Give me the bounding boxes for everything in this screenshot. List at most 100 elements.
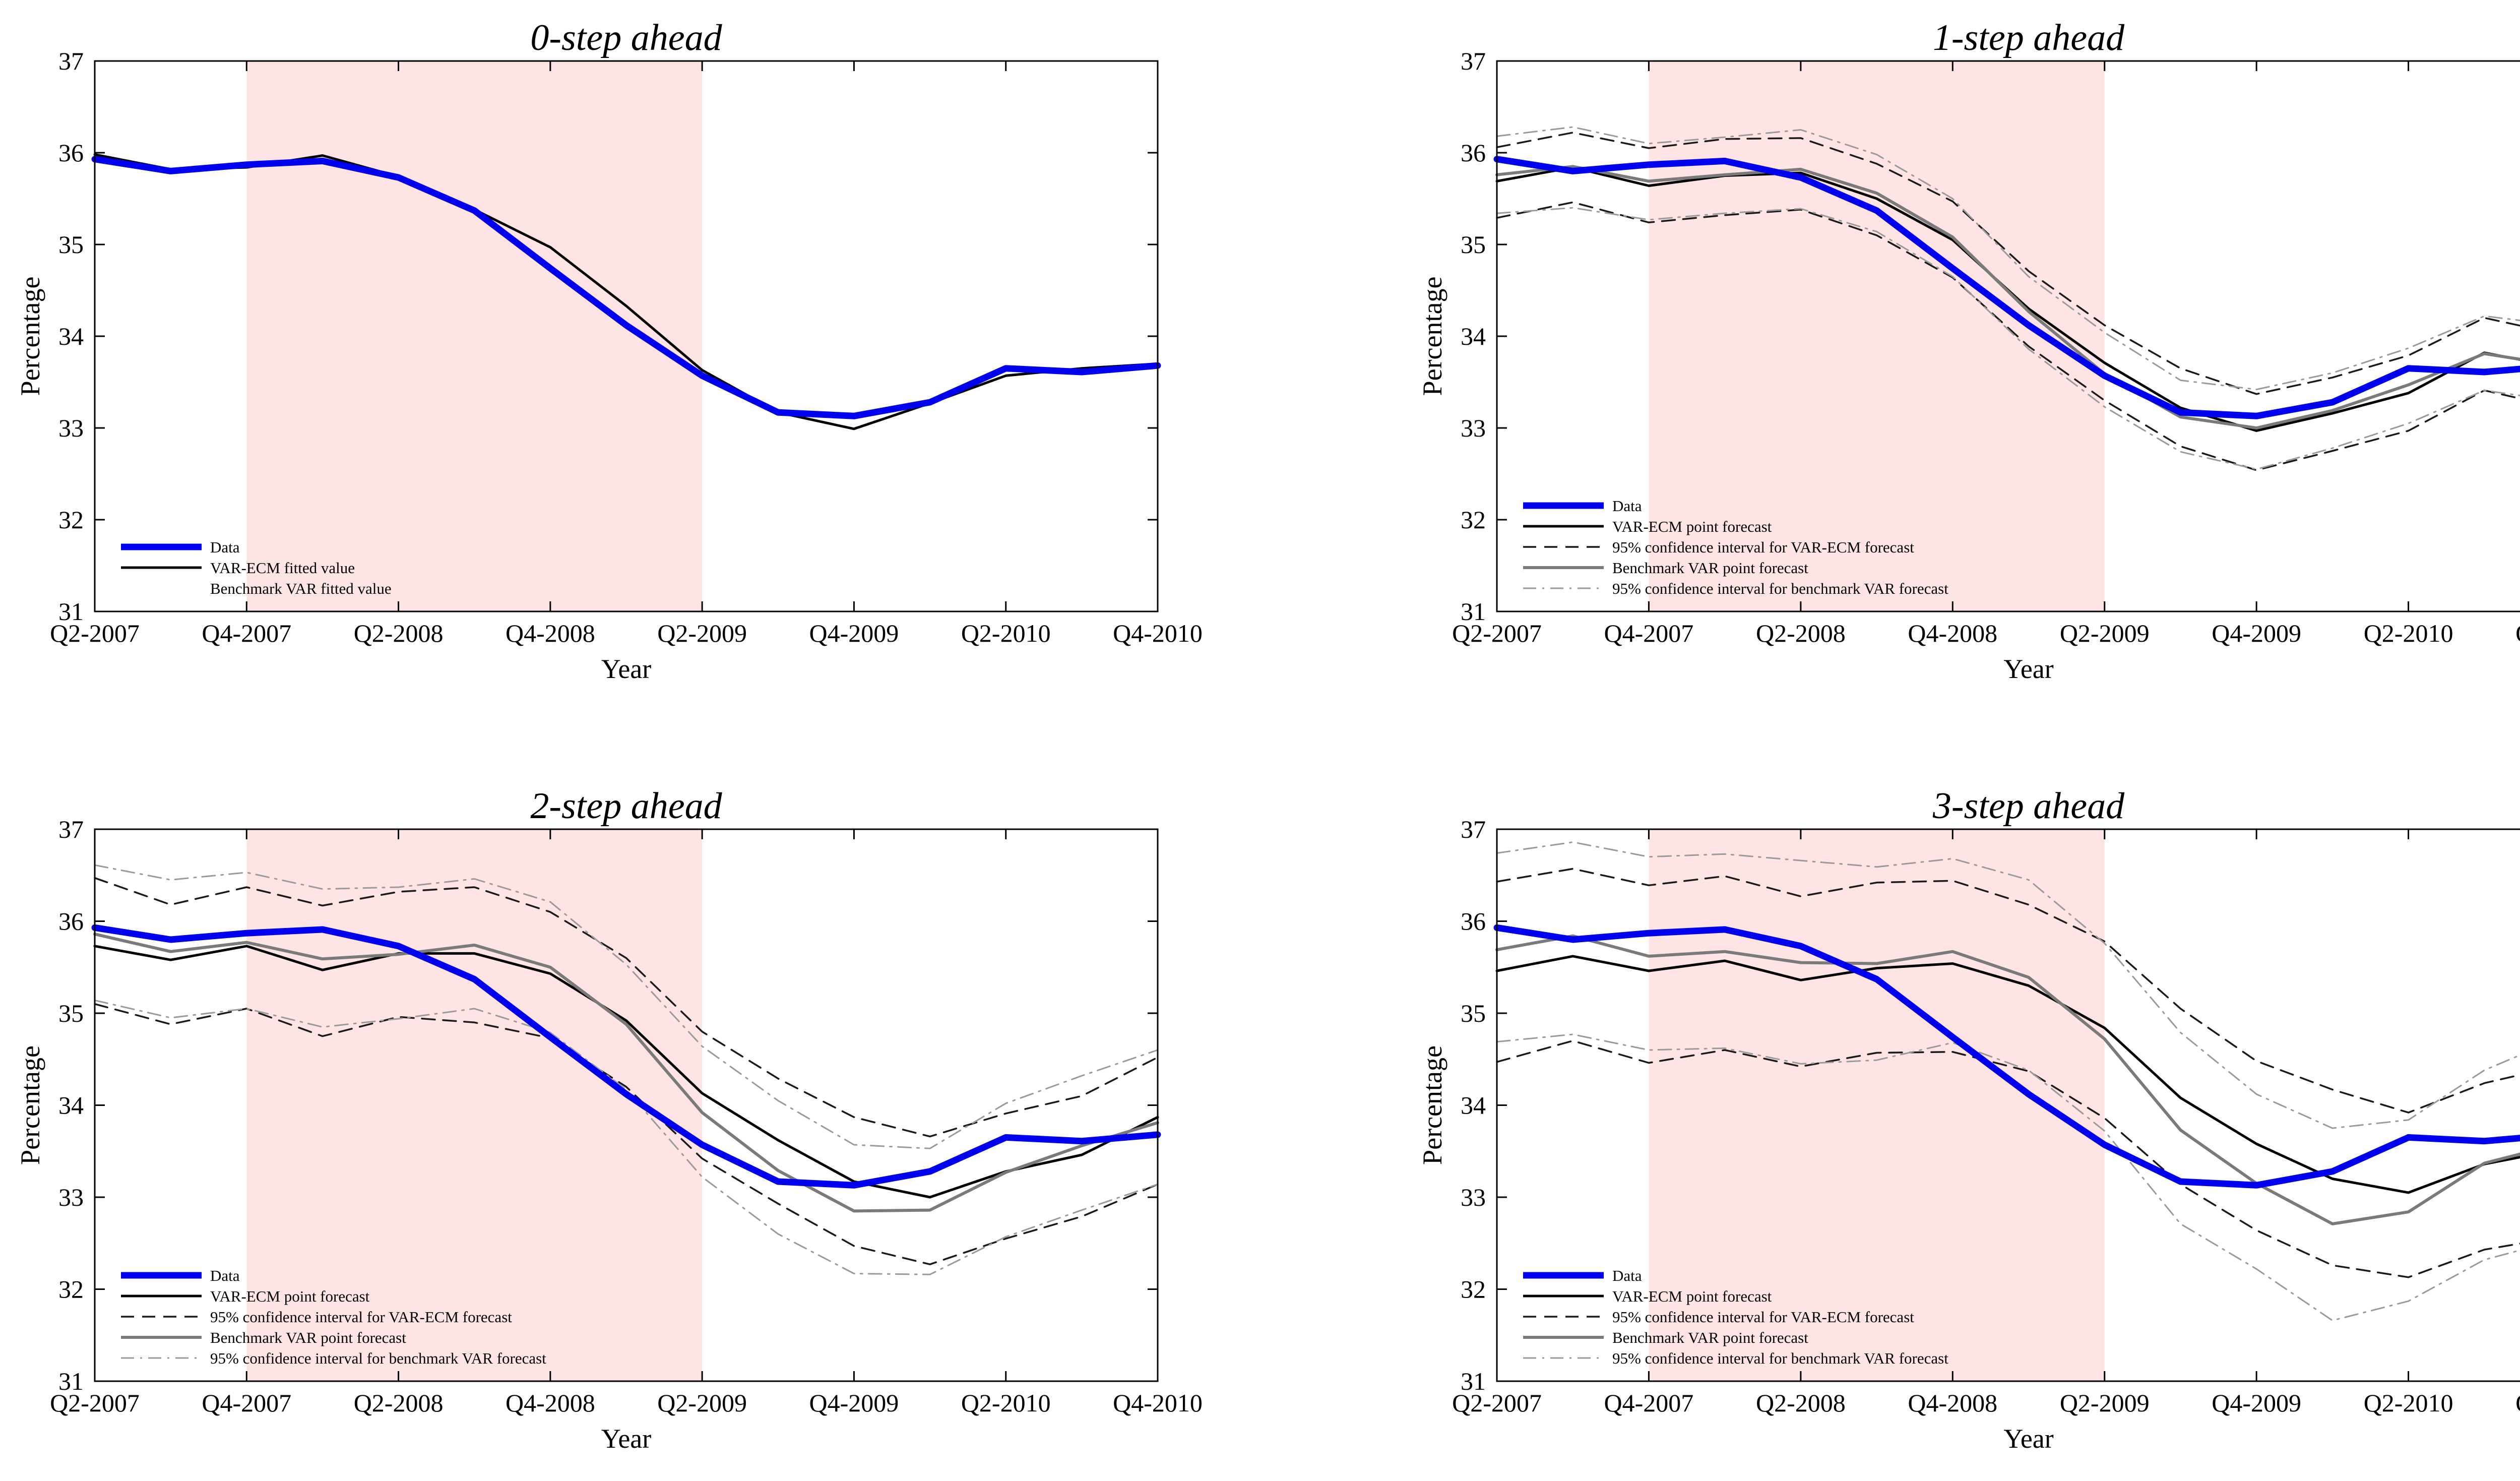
x-tick-label: Q2-2009	[2060, 1389, 2150, 1417]
x-tick-label: Q4-2009	[809, 619, 899, 647]
x-tick-label: Q4-2008	[506, 619, 595, 647]
y-tick-label: 32	[1461, 1275, 1486, 1304]
series-line-data-0	[1493, 924, 2520, 1189]
y-tick-label: 32	[58, 506, 84, 534]
series-line-ecm-1	[1495, 955, 2520, 1194]
y-tick-label: 34	[1461, 1091, 1486, 1120]
legend-label: Data	[1612, 1267, 1642, 1284]
chart-title: 1-step ahead	[1933, 17, 2125, 58]
y-tick-label: 35	[58, 999, 84, 1027]
series-line-ecm_ci-3	[1496, 1039, 2520, 1278]
y-tick-label: 31	[58, 597, 84, 626]
x-tick-label: Q2-2007	[1452, 619, 1542, 647]
series-line-bench_ci-6	[1496, 1033, 2520, 1322]
x-axis-label: Year	[601, 1424, 652, 1454]
chart-panel-3: 31 32 33 34 35 36 37 Q2-2007 Q4-2007 Q2-2008 Q4-20…	[1417, 785, 2520, 1454]
legend-label: Data	[210, 538, 240, 556]
x-tick-label: Q4-2008	[1908, 1389, 1997, 1417]
series-line-bench_ci-5	[1496, 126, 2520, 391]
legend: Data VAR-ECM point forecast 95% confidence…	[121, 1267, 546, 1367]
series-line-ecm-1	[1495, 166, 2520, 432]
y-tick-label: 33	[58, 414, 84, 442]
legend: Data VAR-ECM fitted value Benchmark VAR fi…	[121, 538, 392, 597]
chart-title: 3-step ahead	[1932, 785, 2125, 827]
y-tick-label: 34	[58, 322, 84, 350]
y-axis-label: Percentage	[1417, 277, 1447, 396]
y-tick-label: 31	[58, 1367, 84, 1395]
x-tick-label: Q4-2007	[1604, 1389, 1694, 1417]
series-line-bench_ci-5	[94, 864, 1159, 1149]
x-tick-label: Q2-2009	[657, 619, 747, 647]
x-tick-label: Q4-2007	[1604, 619, 1694, 647]
x-tick-label: Q2-2008	[354, 619, 444, 647]
y-tick-label: 32	[58, 1275, 84, 1304]
series-line-bench_ci-5	[1496, 841, 2520, 1129]
x-tick-label: Q2-2010	[961, 1389, 1051, 1417]
y-tick-label: 37	[58, 47, 84, 75]
y-tick-label: 37	[58, 815, 84, 843]
legend-label: Data	[210, 1267, 240, 1284]
series-line-bench_ci-6	[94, 999, 1159, 1275]
series-line-ecm-1	[93, 945, 1159, 1199]
x-tick-label: Q4-2007	[202, 1389, 291, 1417]
series-line-ecm_ci-3	[94, 1003, 1159, 1265]
series-line-bench_ci-6	[1496, 207, 2520, 470]
y-tick-label: 36	[1461, 907, 1486, 936]
x-tick-label: Q2-2010	[961, 619, 1051, 647]
series-line-bench-4	[1495, 165, 2520, 429]
x-tick-label: Q2-2010	[2364, 619, 2453, 647]
legend-label: VAR-ECM point forecast	[210, 1287, 370, 1305]
series-line-ecm_ci-3	[1496, 201, 2520, 471]
shaded-region	[1649, 61, 2105, 611]
x-axis-label: Year	[601, 654, 652, 684]
y-tick-label: 31	[1461, 1367, 1486, 1395]
series-line-data-0	[91, 156, 1161, 419]
y-tick-label: 35	[1461, 230, 1486, 259]
y-tick-label: 33	[1461, 1183, 1486, 1211]
y-axis-label: Percentage	[1417, 1045, 1447, 1165]
x-tick-label: Q2-2008	[354, 1389, 444, 1417]
x-tick-label: Q4-2007	[202, 619, 291, 647]
x-tick-label: Q2-2007	[50, 1389, 140, 1417]
x-tick-label: Q4-2010	[1113, 619, 1203, 647]
x-tick-label: Q4-2008	[1908, 619, 1997, 647]
x-tick-label: Q4-2010	[2515, 619, 2520, 647]
series-line-data-0	[91, 924, 1161, 1189]
series-line-bench-4	[93, 933, 1159, 1213]
x-tick-label: Q2-2010	[2364, 1389, 2453, 1417]
y-tick-label: 35	[58, 230, 84, 259]
x-tick-label: Q4-2009	[809, 1389, 899, 1417]
legend-label: Data	[1612, 497, 1642, 515]
legend-label: VAR-ECM point forecast	[1612, 518, 1772, 535]
x-tick-label: Q2-2009	[657, 1389, 747, 1417]
y-tick-label: 31	[1461, 597, 1486, 626]
x-tick-label: Q4-2010	[1113, 1389, 1203, 1417]
series-line-ecm_ci-2	[94, 877, 1159, 1138]
x-axis-label: Year	[2003, 1424, 2054, 1454]
y-tick-label: 34	[58, 1091, 84, 1120]
legend: Data VAR-ECM point forecast 95% confidence…	[1523, 1267, 1948, 1367]
y-axis-label: Percentage	[15, 277, 45, 396]
legend-label: 95% confidence interval for VAR-ECM fore…	[1612, 1308, 1914, 1326]
x-tick-label: Q2-2008	[1756, 619, 1846, 647]
y-tick-label: 37	[1461, 815, 1486, 843]
legend-label: 95% confidence interval for benchmark VA…	[210, 1349, 546, 1367]
legend-label: 95% confidence interval for VAR-ECM fore…	[210, 1308, 512, 1326]
x-tick-label: Q4-2010	[2515, 1389, 2520, 1417]
x-tick-label: Q2-2007	[50, 619, 140, 647]
legend: Data VAR-ECM point forecast 95% confidence…	[1523, 497, 1948, 597]
legend-label: VAR-ECM point forecast	[1612, 1287, 1772, 1305]
legend-label: 95% confidence interval for benchmark VA…	[1612, 580, 1948, 597]
series-line-bench-4	[1495, 934, 2520, 1225]
chart-panel-2: 31 32 33 34 35 36 37 Q2-2007 Q4-2007 Q2-2008 Q4-20…	[15, 785, 1203, 1454]
shaded-region	[246, 61, 703, 611]
legend-label: 95% confidence interval for VAR-ECM fore…	[1612, 538, 1914, 556]
series-line-ecm_ci-2	[1496, 868, 2520, 1114]
chart-title: 0-step ahead	[530, 17, 722, 58]
chart-title: 2-step ahead	[530, 785, 722, 827]
legend-label: Benchmark VAR point forecast	[210, 1329, 406, 1346]
x-tick-label: Q4-2009	[2212, 619, 2301, 647]
chart-panel-0: 31 32 33 34 35 36 37 Q2-2007 Q4-2007 Q2-2008 Q4-20…	[15, 17, 1203, 684]
shaded-region	[246, 829, 703, 1381]
